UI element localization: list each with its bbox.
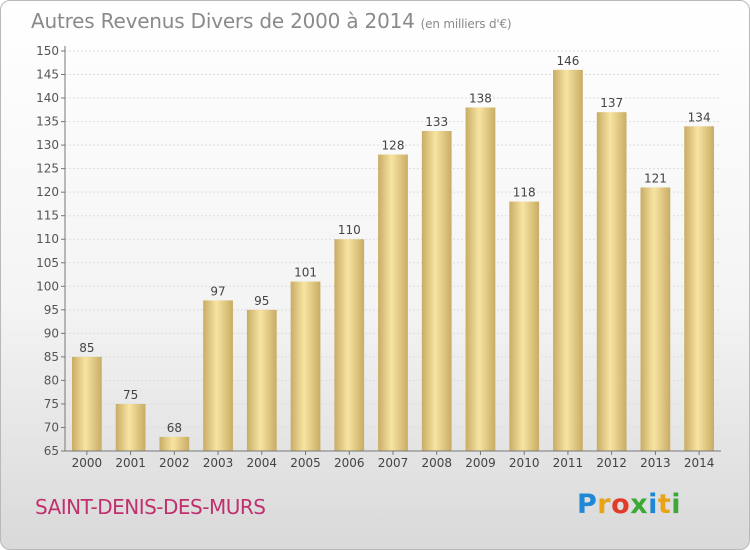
x-tick-label: 2002 — [159, 456, 190, 470]
labels: 65 70 75 80 85 90 95 100 105 110 115 120 125 130 135 14… — [36, 44, 714, 470]
bar — [334, 239, 365, 451]
data-label: 133 — [425, 115, 448, 129]
data-label: 118 — [513, 186, 536, 200]
x-tick-label: 2003 — [203, 456, 234, 470]
y-tick-label: 70 — [44, 420, 59, 434]
data-label: 137 — [600, 96, 623, 110]
x-tick-label: 2001 — [115, 456, 146, 470]
y-tick-label: 90 — [44, 326, 59, 340]
x-tick-label: 2008 — [421, 456, 452, 470]
data-label: 85 — [79, 341, 94, 355]
title-text: Autres Revenus Divers de 2000 à 2014 — [31, 9, 415, 33]
data-label: 134 — [688, 110, 711, 124]
data-label: 95 — [254, 294, 269, 308]
logo-letter: r — [597, 489, 612, 520]
data-label: 121 — [644, 171, 667, 185]
bar — [71, 356, 102, 451]
data-label: 97 — [210, 284, 225, 298]
x-tick-label: 2007 — [378, 456, 409, 470]
bar — [159, 436, 190, 451]
bar — [290, 281, 321, 451]
bar — [553, 69, 583, 451]
y-tick-label: 135 — [36, 115, 59, 129]
y-tick-label: 115 — [36, 209, 59, 223]
y-tick-label: 85 — [44, 350, 59, 364]
data-label: 128 — [382, 139, 405, 153]
axes — [61, 46, 721, 455]
data-label: 101 — [294, 266, 317, 280]
logo-letter: i — [671, 489, 682, 520]
bars — [71, 69, 715, 452]
x-tick-label: 2014 — [684, 456, 715, 470]
proxiti-logo: Proxiti — [577, 489, 681, 520]
data-label: 68 — [167, 421, 182, 435]
x-tick-label: 2000 — [72, 456, 103, 470]
logo-letter: i — [648, 489, 658, 520]
x-tick-label: 2006 — [334, 456, 365, 470]
bar — [509, 201, 540, 451]
y-tick-label: 145 — [36, 68, 59, 82]
bar — [596, 112, 627, 452]
bar — [203, 300, 233, 451]
bar — [684, 126, 715, 451]
data-label: 110 — [338, 223, 361, 237]
logo-letter: P — [577, 489, 598, 520]
bar — [246, 309, 277, 451]
x-tick-label: 2005 — [290, 456, 321, 470]
x-tick-label: 2012 — [596, 456, 627, 470]
x-tick-label: 2004 — [247, 456, 278, 470]
x-tick-label: 2011 — [553, 456, 584, 470]
y-tick-label: 120 — [36, 185, 59, 199]
y-tick-label: 130 — [36, 138, 59, 152]
y-tick-label: 65 — [44, 444, 59, 458]
y-tick-label: 95 — [44, 303, 59, 317]
y-tick-label: 125 — [36, 162, 59, 176]
bar — [378, 154, 408, 451]
bar — [465, 107, 496, 452]
y-tick-label: 150 — [36, 44, 59, 58]
y-tick-label: 105 — [36, 256, 59, 270]
y-tick-label: 80 — [44, 373, 59, 387]
x-tick-label: 2013 — [640, 456, 671, 470]
y-tick-label: 100 — [36, 279, 59, 293]
y-tick-label: 140 — [36, 91, 59, 105]
unit-label: (en milliers d'€) — [420, 17, 512, 31]
chart-title: Autres Revenus Divers de 2000 à 2014 (en … — [31, 9, 512, 33]
x-tick-label: 2009 — [465, 456, 496, 470]
logo-letter: x — [630, 489, 649, 520]
bar — [421, 131, 452, 451]
logo-letter: t — [657, 489, 672, 520]
data-label: 138 — [469, 91, 492, 105]
y-tick-label: 75 — [44, 397, 59, 411]
y-tick-label: 110 — [36, 232, 59, 246]
logo-letter: o — [611, 489, 631, 520]
bar — [115, 403, 146, 451]
data-label: 146 — [556, 54, 579, 68]
x-tick-label: 2010 — [509, 456, 540, 470]
commune-name: SAINT-DENIS-DES-MURS — [35, 495, 266, 519]
bar — [640, 187, 671, 451]
data-label: 75 — [123, 388, 138, 402]
